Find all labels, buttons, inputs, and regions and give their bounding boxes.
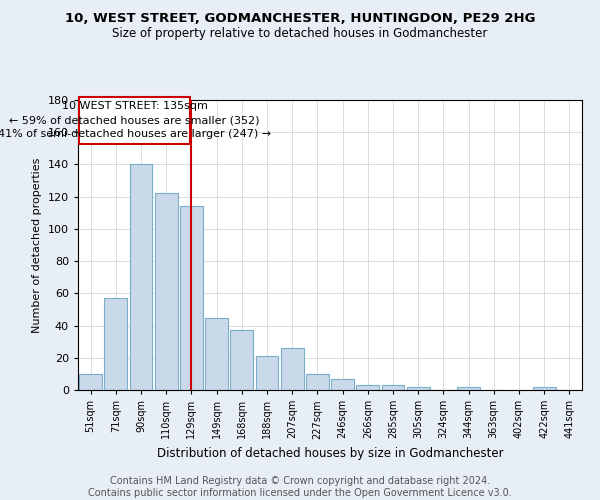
Bar: [356, 385, 379, 390]
Text: Size of property relative to detached houses in Godmanchester: Size of property relative to detached ho…: [112, 28, 488, 40]
Bar: [79, 374, 102, 390]
Bar: [155, 194, 178, 390]
Text: 10, WEST STREET, GODMANCHESTER, HUNTINGDON, PE29 2HG: 10, WEST STREET, GODMANCHESTER, HUNTINGD…: [65, 12, 535, 26]
Bar: [382, 385, 404, 390]
Bar: [180, 206, 203, 390]
Y-axis label: Number of detached properties: Number of detached properties: [32, 158, 42, 332]
Text: 10 WEST STREET: 135sqm
← 59% of detached houses are smaller (352)
41% of semi-de: 10 WEST STREET: 135sqm ← 59% of detached…: [0, 101, 271, 139]
FancyBboxPatch shape: [79, 97, 190, 144]
Text: Contains HM Land Registry data © Crown copyright and database right 2024.
Contai: Contains HM Land Registry data © Crown c…: [88, 476, 512, 498]
Bar: [256, 356, 278, 390]
Bar: [331, 378, 354, 390]
Bar: [457, 387, 480, 390]
Bar: [407, 387, 430, 390]
Bar: [306, 374, 329, 390]
Bar: [104, 298, 127, 390]
Bar: [130, 164, 152, 390]
Bar: [230, 330, 253, 390]
Bar: [533, 387, 556, 390]
Bar: [281, 348, 304, 390]
Bar: [205, 318, 228, 390]
X-axis label: Distribution of detached houses by size in Godmanchester: Distribution of detached houses by size …: [157, 447, 503, 460]
